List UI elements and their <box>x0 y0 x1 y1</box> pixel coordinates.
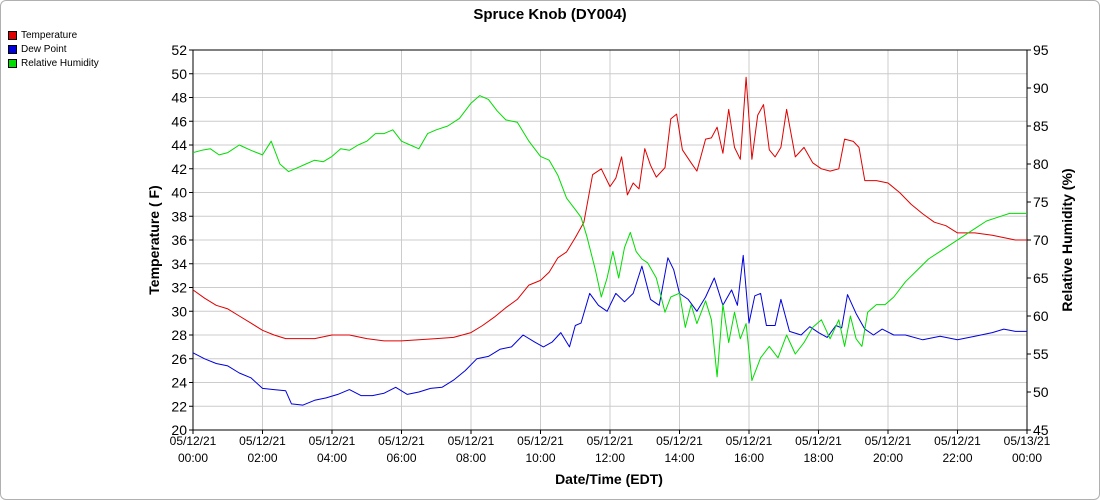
y2-tick-label: 75 <box>1033 194 1049 210</box>
y-tick-label: 52 <box>171 42 187 58</box>
y2-tick-label: 60 <box>1033 308 1049 324</box>
x-tick-time: 12:00 <box>595 451 625 465</box>
x-tick-time: 18:00 <box>803 451 833 465</box>
x-tick-date: 05/12/21 <box>656 434 703 448</box>
x-tick-date: 05/12/21 <box>795 434 842 448</box>
x-tick-date: 05/12/21 <box>517 434 564 448</box>
series-line-dew-point <box>192 254 1027 406</box>
x-tick-date: 05/12/21 <box>378 434 425 448</box>
chart-title: Spruce Knob (DY004) <box>473 6 626 23</box>
x-tick-date: 05/12/21 <box>934 434 981 448</box>
y-tick-label: 44 <box>171 137 187 153</box>
y2-tick-label: 70 <box>1033 232 1049 248</box>
y2-tick-label: 65 <box>1033 270 1049 286</box>
x-axis-ticks: 05/12/21 00:00 05/12/21 02:00 05/12/21 04:00 0… <box>170 430 1051 465</box>
right-axis-ticks: 45 50 55 60 65 70 75 80 85 90 95 <box>1027 42 1049 438</box>
y2-tick-label: 90 <box>1033 80 1049 96</box>
y-tick-label: 32 <box>171 280 187 296</box>
y-tick-label: 34 <box>171 256 187 272</box>
legend-label: Temperature <box>21 29 78 41</box>
x-tick-date: 05/12/21 <box>726 434 773 448</box>
y-tick-label: 42 <box>171 161 187 177</box>
y2-tick-label: 80 <box>1033 156 1049 172</box>
x-tick-date: 05/12/21 <box>587 434 634 448</box>
x-tick-time: 06:00 <box>386 451 416 465</box>
x-tick-date: 05/12/21 <box>170 434 217 448</box>
grid-lines <box>192 49 1028 431</box>
x-tick-time: 04:00 <box>317 451 347 465</box>
y2-tick-label: 50 <box>1033 384 1049 400</box>
legend: Temperature Dew Point Relative Humidity <box>8 28 99 70</box>
legend-label: Dew Point <box>21 43 67 55</box>
y2-tick-label: 85 <box>1033 118 1049 134</box>
series-line-relative-humidity <box>192 95 1027 382</box>
y-tick-label: 48 <box>171 90 187 106</box>
x-axis-label: Date/Time (EDT) <box>555 471 663 487</box>
y-tick-label: 22 <box>171 398 187 414</box>
y-tick-label: 26 <box>171 351 187 367</box>
y-tick-label: 40 <box>171 185 187 201</box>
x-tick-date: 05/12/21 <box>448 434 495 448</box>
y-axis-label-right: Relative Humidity (%) <box>1059 168 1075 311</box>
x-tick-time: 00:00 <box>1012 451 1042 465</box>
legend-label: Relative Humidity <box>21 57 99 69</box>
y-tick-label: 30 <box>171 303 187 319</box>
x-tick-time: 08:00 <box>456 451 486 465</box>
x-tick-date: 05/13/21 <box>1004 434 1051 448</box>
y-axis-label-left: Temperature ( F) <box>146 185 162 294</box>
y-tick-label: 36 <box>171 232 187 248</box>
legend-item-relative-humidity: Relative Humidity <box>8 56 99 70</box>
y2-tick-label: 45 <box>1033 422 1049 438</box>
series-lines <box>192 76 1027 406</box>
x-tick-time: 00:00 <box>178 451 208 465</box>
y-tick-label: 46 <box>171 113 187 129</box>
x-tick-time: 10:00 <box>525 451 555 465</box>
x-tick-time: 02:00 <box>247 451 277 465</box>
x-tick-time: 16:00 <box>734 451 764 465</box>
legend-swatch <box>8 44 17 54</box>
y-tick-label: 28 <box>171 327 187 343</box>
x-tick-date: 05/12/21 <box>239 434 286 448</box>
x-tick-time: 20:00 <box>873 451 903 465</box>
series-line-temperature <box>192 76 1027 342</box>
y-tick-label: 38 <box>171 208 187 224</box>
x-tick-time: 22:00 <box>942 451 972 465</box>
y2-tick-label: 95 <box>1033 42 1049 58</box>
y-tick-label: 24 <box>171 375 187 391</box>
y-tick-label: 20 <box>171 422 187 438</box>
x-tick-time: 14:00 <box>664 451 694 465</box>
x-tick-date: 05/12/21 <box>309 434 356 448</box>
legend-swatch <box>8 58 17 68</box>
legend-item-dew-point: Dew Point <box>8 42 99 56</box>
y2-tick-label: 55 <box>1033 346 1049 362</box>
y-tick-label: 50 <box>171 66 187 82</box>
left-axis-ticks: 20 22 24 26 28 30 32 34 36 38 40 42 44 46 48 50 52 <box>171 42 193 438</box>
legend-swatch <box>8 30 17 40</box>
x-tick-date: 05/12/21 <box>865 434 912 448</box>
legend-item-temperature: Temperature <box>8 28 99 42</box>
